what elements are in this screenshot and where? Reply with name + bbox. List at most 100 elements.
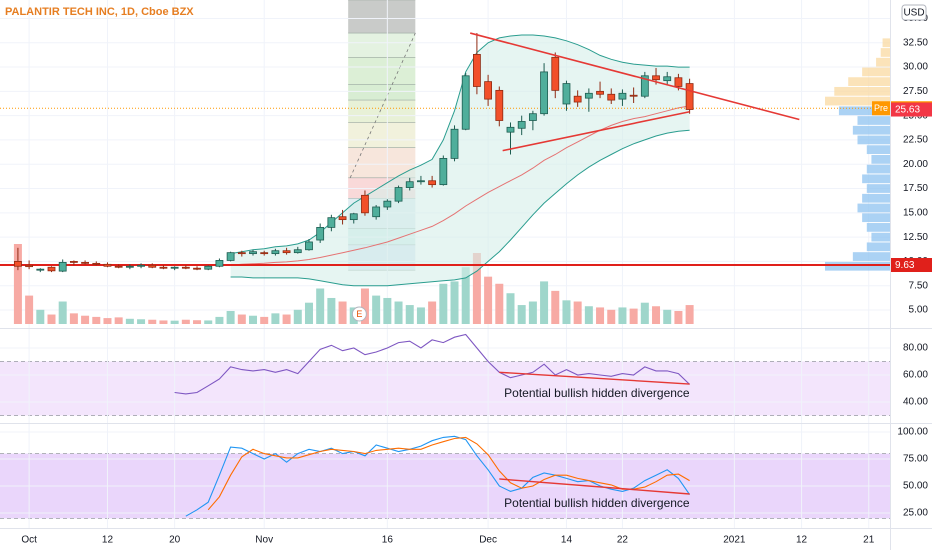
oscillator-band xyxy=(0,361,890,416)
candle-body xyxy=(226,252,235,261)
candle-body xyxy=(14,261,22,267)
candle-body xyxy=(484,81,493,100)
candle-body xyxy=(607,93,616,101)
volume-profile-bar xyxy=(852,125,890,135)
candle-body xyxy=(282,250,291,254)
candle-body xyxy=(573,95,582,103)
candle-body xyxy=(249,251,257,255)
volume-profile-bar xyxy=(838,106,890,116)
candle-body xyxy=(417,180,425,183)
volume-bar xyxy=(293,309,302,324)
price-axis-bg xyxy=(890,0,932,550)
y-tick-label: 75.00 xyxy=(903,454,928,465)
volume-profile-bar xyxy=(876,57,890,67)
volume-profile-bar xyxy=(857,203,890,213)
volume-bar xyxy=(159,320,168,324)
fib-band xyxy=(348,84,416,101)
earnings-label: E xyxy=(356,309,362,319)
volume-bar xyxy=(495,283,504,324)
x-tick-label: 21 xyxy=(863,535,875,546)
volume-bar xyxy=(428,301,437,324)
premarket-tag-label: Pre xyxy=(874,103,888,113)
fib-band xyxy=(348,100,416,123)
volume-profile-bar xyxy=(862,193,890,203)
volume-profile-bar xyxy=(834,86,890,96)
candle-body xyxy=(461,75,470,130)
volume-bar xyxy=(573,301,582,324)
volume-bar xyxy=(450,281,459,324)
bollinger-upper xyxy=(230,34,690,255)
volume-profile-bar xyxy=(866,164,890,174)
premarket-tag xyxy=(872,101,890,116)
y-tick-label: 25.00 xyxy=(903,508,928,519)
candle-body xyxy=(551,56,560,91)
candle-body xyxy=(361,194,369,214)
annotation: Potential bullish hidden divergence xyxy=(504,386,690,400)
volume-bar xyxy=(372,295,381,324)
volume-bar xyxy=(92,316,101,324)
volume-bar xyxy=(237,314,246,324)
candle-body xyxy=(159,266,168,269)
volume-bar xyxy=(215,316,224,324)
candle-body xyxy=(394,187,403,202)
x-tick-label: 20 xyxy=(169,535,181,546)
chart-title: PALANTIR TECH INC, 1D, Cboe BZX xyxy=(5,6,194,18)
currency-label: USD xyxy=(903,8,924,19)
support-badge xyxy=(891,258,932,273)
volume-bar xyxy=(282,314,291,324)
volume-bar xyxy=(562,300,571,324)
y-tick-label: 60.00 xyxy=(903,370,928,381)
y-tick-label: 80.00 xyxy=(903,343,928,354)
x-tick-label: Nov xyxy=(255,535,273,546)
x-tick-label: 12 xyxy=(102,535,114,546)
candle-body xyxy=(372,206,381,218)
volume-bar xyxy=(181,319,190,324)
x-tick-label: 14 xyxy=(561,535,573,546)
volume-bar xyxy=(652,306,661,324)
y-tick-label: 15.00 xyxy=(903,207,928,218)
bollinger-lower xyxy=(230,129,690,287)
volume-bar xyxy=(25,295,34,324)
volume-bar xyxy=(607,309,616,324)
x-tick-label: 16 xyxy=(382,535,394,546)
fib-band xyxy=(348,0,416,34)
volume-bar xyxy=(360,288,369,324)
candle-body xyxy=(517,121,526,129)
volume-bar xyxy=(663,309,672,324)
volume-bar xyxy=(394,301,403,324)
volume-bar xyxy=(629,308,638,324)
candle-body xyxy=(338,216,347,221)
divergence-line xyxy=(499,478,690,495)
candle-body xyxy=(640,75,649,97)
volume-profile-bar xyxy=(862,174,890,184)
volume-profile-bar xyxy=(852,252,890,261)
candle-body xyxy=(349,213,358,221)
volume-bar xyxy=(249,315,258,324)
volume-profile-bar xyxy=(866,184,890,193)
candle-body xyxy=(215,260,224,267)
volume-bar xyxy=(383,297,392,324)
volume-bar xyxy=(69,313,78,324)
volume-bar xyxy=(405,305,414,324)
y-tick-label: 20.00 xyxy=(903,159,928,170)
last-price-label: 25.63 xyxy=(895,105,920,116)
y-tick-label: 32.50 xyxy=(903,37,928,48)
volume-bar xyxy=(125,318,134,324)
candle-body xyxy=(237,252,246,255)
candle-body xyxy=(540,71,548,115)
candle-body xyxy=(316,226,325,241)
candle-body xyxy=(528,113,537,121)
time-axis-bg xyxy=(0,529,932,550)
y-tick-label: 30.00 xyxy=(903,62,928,73)
volume-profile-bar xyxy=(825,96,890,106)
candle-body xyxy=(596,90,604,95)
fib-band xyxy=(348,122,416,148)
volume-bar xyxy=(226,310,235,324)
volume-bar xyxy=(81,315,90,324)
volume-bar xyxy=(596,307,605,324)
volume-bar xyxy=(271,313,280,324)
volume-bar xyxy=(540,281,549,324)
candle-body xyxy=(260,252,269,255)
